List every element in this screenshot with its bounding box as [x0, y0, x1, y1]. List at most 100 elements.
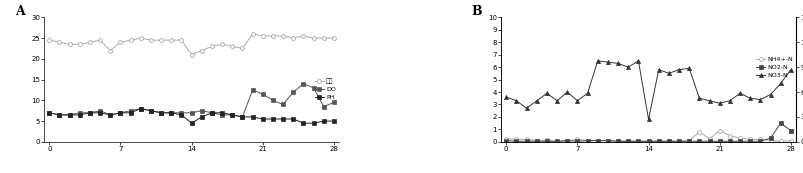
NO2-N [511, 140, 520, 142]
PH [177, 114, 186, 116]
NO3-N [511, 100, 520, 102]
수온 [55, 41, 64, 43]
NO2-N [694, 140, 703, 142]
NH4+-N [704, 138, 714, 140]
DO [319, 106, 328, 108]
PH [227, 114, 237, 116]
Legend: 수온, DO, PH: 수온, DO, PH [315, 79, 336, 100]
NO2-N [755, 140, 764, 142]
수온 [238, 47, 247, 49]
수온 [278, 35, 287, 37]
NO3-N [714, 102, 724, 104]
수온 [319, 37, 328, 39]
DO [96, 110, 105, 112]
NO2-N [552, 140, 561, 142]
NO2-N [622, 140, 632, 142]
수온 [166, 39, 176, 41]
DO [75, 112, 84, 114]
수온 [328, 37, 338, 39]
NO2-N [633, 140, 642, 142]
수온 [146, 39, 156, 41]
NO3-N [775, 82, 785, 84]
Line: DO: DO [47, 82, 336, 119]
DO [247, 89, 257, 91]
PH [319, 120, 328, 122]
PH [267, 118, 277, 120]
Legend: NH4+-N, NO2-N, NO3-N: NH4+-N, NO2-N, NO3-N [755, 56, 792, 78]
DO [105, 114, 115, 116]
NO3-N [633, 60, 642, 62]
수온 [44, 39, 54, 41]
NO2-N [532, 140, 541, 142]
NO2-N [582, 140, 592, 142]
DO [217, 114, 226, 116]
NO2-N [764, 137, 774, 139]
수온 [227, 45, 237, 47]
NO3-N [785, 69, 795, 71]
DO [125, 110, 135, 112]
NO3-N [663, 72, 673, 74]
Text: A: A [14, 5, 24, 18]
NO2-N [572, 140, 581, 142]
NO2-N [785, 130, 795, 132]
NH4+-N [521, 138, 531, 140]
Line: 수온: 수온 [47, 32, 336, 57]
NO2-N [734, 140, 744, 142]
NH4+-N [562, 140, 572, 142]
DO [267, 99, 277, 101]
NO2-N [562, 140, 572, 142]
NO3-N [643, 118, 653, 120]
수온 [298, 35, 308, 37]
NO2-N [704, 140, 714, 142]
NO2-N [744, 140, 754, 142]
NO2-N [521, 140, 531, 142]
NH4+-N [541, 139, 551, 141]
NH4+-N [683, 140, 693, 142]
NO2-N [683, 140, 693, 142]
PH [96, 112, 105, 114]
PH [125, 112, 135, 114]
DO [308, 87, 318, 89]
Text: B: B [471, 5, 482, 18]
NH4+-N [582, 140, 592, 142]
NH4+-N [592, 140, 601, 142]
수온 [217, 43, 226, 45]
수온 [116, 41, 125, 43]
NH4+-N [744, 138, 754, 140]
NO3-N [592, 60, 601, 62]
PH [116, 112, 125, 114]
DO [65, 114, 75, 116]
NO2-N [501, 140, 511, 142]
DO [186, 112, 196, 114]
NO3-N [582, 92, 592, 94]
DO [258, 93, 267, 95]
NO3-N [532, 100, 541, 102]
NH4+-N [653, 140, 662, 142]
DO [177, 112, 186, 114]
NO3-N [552, 100, 561, 102]
DO [136, 108, 145, 110]
DO [85, 112, 95, 114]
수온 [186, 54, 196, 56]
DO [116, 112, 125, 114]
Line: NH4+-N: NH4+-N [503, 129, 792, 144]
PH [44, 112, 54, 114]
NO3-N [572, 100, 581, 102]
NO3-N [724, 100, 734, 102]
PH [298, 122, 308, 124]
DO [166, 112, 176, 114]
PH [65, 114, 75, 116]
PH [156, 112, 165, 114]
PH [146, 110, 156, 112]
NO2-N [592, 140, 601, 142]
NH4+-N [663, 140, 673, 142]
NH4+-N [755, 138, 764, 140]
PH [75, 114, 84, 116]
NH4+-N [734, 137, 744, 139]
PH [217, 112, 226, 114]
PH [247, 116, 257, 118]
PH [85, 112, 95, 114]
NO3-N [622, 66, 632, 68]
DO [156, 112, 165, 114]
DO [44, 112, 54, 114]
